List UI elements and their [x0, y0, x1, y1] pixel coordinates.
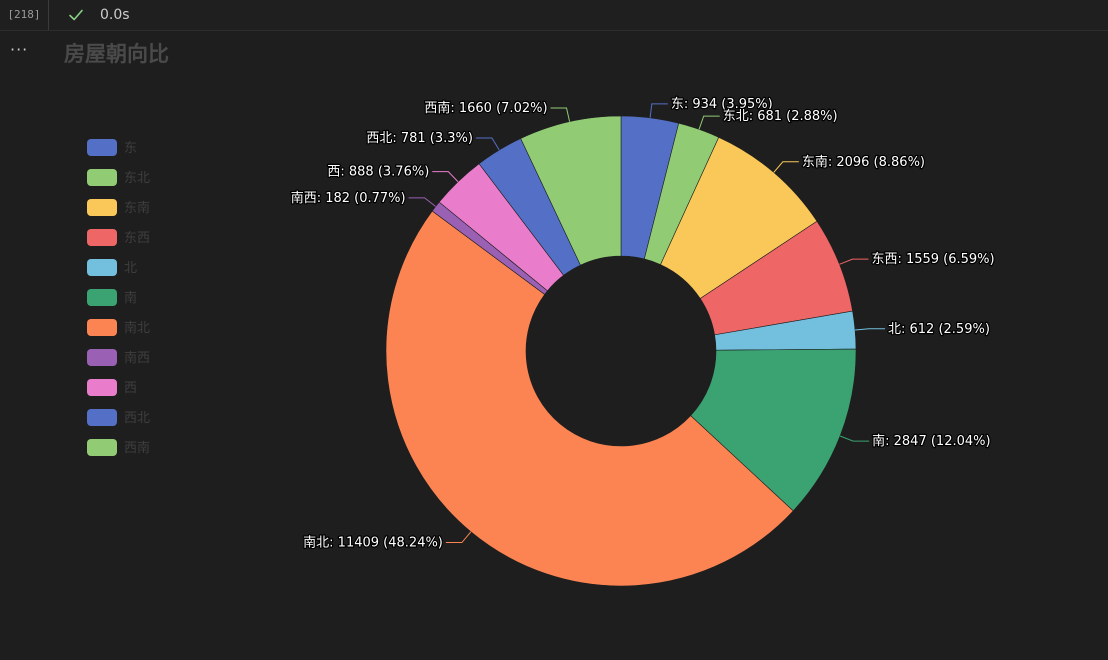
legend-label-2[interactable]: 东北: [124, 171, 150, 186]
slice-label-8: 南西: 182 (0.77%): [291, 190, 406, 206]
slice-label-4: 东西: 1559 (6.59%): [871, 252, 994, 267]
slice-11[interactable]: [520, 115, 622, 266]
legend-label-9[interactable]: 西: [124, 381, 137, 396]
leader-line-7: [445, 531, 472, 544]
check-icon: [69, 9, 83, 21]
leader-line-6: [839, 435, 870, 442]
legend-swatch-8[interactable]: [87, 349, 117, 366]
legend-label-6[interactable]: 南: [124, 290, 137, 306]
leader-line-2: [698, 115, 720, 130]
legend-label-4[interactable]: 东西: [124, 231, 150, 246]
legend-swatch-2[interactable]: [87, 169, 117, 186]
leader-line-4: [839, 258, 869, 265]
leader-line-1: [649, 103, 668, 118]
chart-slices: [385, 115, 857, 587]
legend-label-1[interactable]: 东: [124, 141, 137, 156]
chart-labels: 东: 934 (3.95%)东北: 681 (2.88%) 东南: 2096 (8…: [289, 96, 995, 552]
legend-label-8[interactable]: 南西: [124, 350, 150, 366]
leader-line-5: [855, 328, 886, 331]
slice-label-2: 东北: 681 (2.88%): [723, 109, 838, 124]
legend-swatch-7[interactable]: [87, 319, 117, 336]
legend-swatch-1[interactable]: [87, 139, 117, 156]
slice-label-7: 南北: 11409 (48.24%): [303, 535, 443, 551]
slice-7[interactable]: [385, 210, 794, 587]
legend-swatch-3[interactable]: [87, 199, 117, 216]
slice-6[interactable]: [690, 348, 857, 512]
leader-line-10: [475, 137, 500, 151]
leader-line-8: [408, 197, 436, 207]
slice-label-5: 北: 612 (2.59%): [888, 322, 990, 337]
legend-label-3[interactable]: 东南: [124, 200, 150, 216]
slice-label-11: 西南: 1660 (7.02%): [424, 100, 547, 116]
leader-line-9: [432, 171, 459, 183]
slice-label-9: 西: 888 (3.76%): [327, 165, 429, 180]
legend-swatch-11[interactable]: [87, 439, 117, 456]
ellipsis-icon[interactable]: ···: [10, 40, 29, 59]
leader-line-11: [550, 107, 571, 122]
legend-label-10[interactable]: 西北: [124, 411, 150, 426]
legend-swatch-9[interactable]: [87, 379, 117, 396]
slice-label-1: 东: 934 (3.95%): [671, 97, 773, 112]
cell-header: [218] 0.0s: [0, 0, 1108, 31]
legend-swatch-10[interactable]: [87, 409, 117, 426]
execution-time: 0.0s: [100, 7, 130, 23]
chart-leader-lines: [408, 103, 886, 544]
legend-swatch-5[interactable]: [87, 259, 117, 276]
slice-label-10: 西北: 781 (3.3%): [366, 131, 473, 146]
legend-label-11[interactable]: 西南: [124, 440, 150, 456]
legend-swatch-6[interactable]: [87, 289, 117, 306]
cell-output: ··· 房屋朝向比 东: 934 (3.95%) 东北: 681 (2.88%) 东…: [0, 31, 1108, 660]
execution-count: [218]: [0, 0, 49, 30]
leader-line-3: [773, 161, 799, 173]
chart-title: 房屋朝向比: [64, 42, 169, 66]
slice-label-6: 南: 2847 (12.04%): [872, 433, 990, 449]
legend-swatch-4[interactable]: [87, 229, 117, 246]
legend-label-5[interactable]: 北: [124, 261, 137, 276]
donut-chart: 房屋朝向比 东: 934 (3.95%)东北: 681 (2.88%)东南: 2…: [64, 42, 996, 587]
slice-label-3: 东南: 2096 (8.86%): [802, 154, 925, 170]
legend-label-7[interactable]: 南北: [124, 320, 150, 336]
